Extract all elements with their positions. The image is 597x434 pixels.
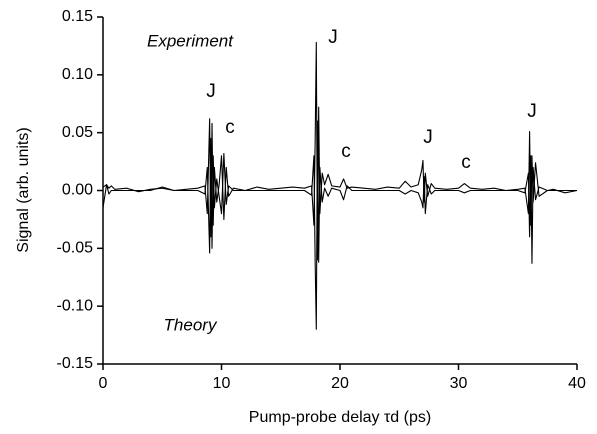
y-tick-label: 0.00: [62, 182, 93, 199]
y-tick-label: 0.10: [62, 66, 93, 83]
series-line: [102, 41, 578, 261]
y-tick-label: -0.15: [57, 355, 94, 372]
annotation: J: [206, 81, 216, 102]
x-tick-label: 20: [331, 375, 349, 392]
annotation: Experiment: [147, 31, 234, 50]
y-tick-label: 0.05: [62, 124, 93, 141]
annotation: J: [527, 101, 537, 122]
x-tick-label: 40: [568, 375, 586, 392]
annotation: J: [328, 27, 338, 48]
annotation: c: [341, 141, 351, 162]
x-tick-label: 30: [450, 375, 468, 392]
annotation: J: [423, 127, 433, 148]
x-axis-label: Pump-probe delay τd (ps): [249, 409, 431, 426]
annotation: Theory: [164, 315, 218, 334]
x-tick-label: 10: [213, 375, 231, 392]
series-line: [102, 120, 577, 330]
annotation: c: [461, 152, 471, 173]
y-tick-label: -0.05: [57, 240, 94, 257]
annotation: c: [225, 117, 235, 138]
x-tick-label: 0: [99, 375, 108, 392]
y-tick-label: 0.15: [62, 8, 93, 25]
y-tick-label: -0.10: [57, 297, 94, 314]
y-axis-label: Signal (arb. units): [15, 127, 32, 252]
